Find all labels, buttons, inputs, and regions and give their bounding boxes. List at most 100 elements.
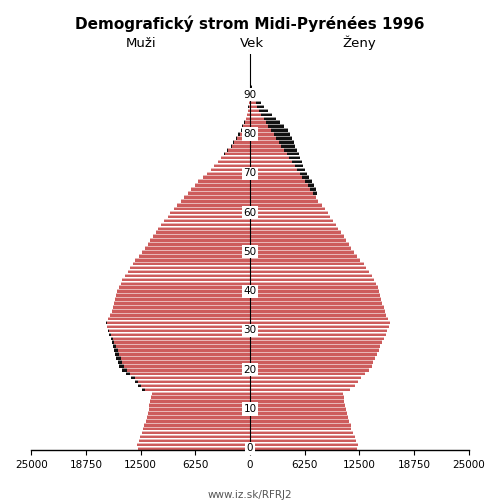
Bar [139,438,250,442]
Bar [192,187,250,191]
Bar [250,305,384,308]
Bar [250,148,284,152]
Bar [250,160,292,164]
Bar [250,104,264,108]
Bar [126,372,250,376]
Bar [250,89,252,92]
Text: www.iz.sk/RFRJ2: www.iz.sk/RFRJ2 [208,490,292,500]
Bar [114,348,250,352]
Bar [152,392,250,395]
Bar [116,344,250,348]
Bar [250,176,302,179]
Bar [250,348,378,352]
Bar [250,85,252,88]
Bar [250,297,381,301]
Bar [250,336,384,340]
Bar [236,136,250,140]
Bar [112,309,250,312]
Bar [250,218,333,222]
Bar [230,144,250,148]
Bar [146,419,250,422]
Bar [250,116,276,120]
Bar [250,187,310,191]
Bar [250,376,361,380]
Bar [250,438,356,442]
Bar [250,140,279,143]
Bar [138,446,250,450]
Bar [249,97,250,100]
Bar [250,152,298,156]
Bar [244,120,250,124]
Bar [250,168,305,171]
Bar [242,124,250,128]
Bar [130,376,250,380]
Bar [250,415,348,418]
Bar [250,108,268,112]
Bar [250,184,308,187]
Bar [242,128,250,132]
Bar [140,434,250,438]
Bar [250,164,304,168]
Text: 60: 60 [244,208,256,218]
Bar [250,258,360,262]
Bar [250,195,316,198]
Bar [118,360,250,364]
Bar [250,144,282,148]
Text: 30: 30 [244,326,256,336]
Bar [237,136,250,140]
Bar [164,218,250,222]
Bar [250,230,341,234]
Bar [115,352,250,356]
Bar [250,274,372,278]
Bar [119,352,250,356]
Bar [246,112,250,116]
Bar [250,156,300,160]
Bar [110,313,250,316]
Bar [250,187,316,191]
Bar [250,427,352,430]
Bar [106,321,250,324]
Bar [250,328,388,332]
Bar [210,168,250,171]
Bar [106,324,250,328]
Bar [250,442,358,446]
Bar [224,152,250,156]
Bar [250,222,336,226]
Bar [108,328,250,332]
Bar [250,344,380,348]
Bar [184,195,250,198]
Bar [249,101,250,104]
Bar [168,214,250,218]
Bar [250,317,388,320]
Bar [250,262,364,266]
Bar [188,191,250,195]
Bar [114,340,250,344]
Bar [250,380,358,384]
Bar [248,104,250,108]
Bar [250,364,372,368]
Bar [122,360,250,364]
Bar [250,238,346,242]
Bar [250,176,310,179]
Bar [250,148,297,152]
Bar [250,278,374,281]
Bar [118,348,250,352]
Bar [250,392,342,395]
Title: Demografický strom Midi-Pyrénées 1996: Demografický strom Midi-Pyrénées 1996 [76,15,425,32]
Bar [116,297,250,301]
Bar [174,207,250,210]
Bar [250,136,292,140]
Bar [218,160,250,164]
Bar [250,93,256,96]
Bar [120,356,250,360]
Bar [139,254,250,258]
Bar [109,332,250,336]
Bar [250,301,382,305]
Bar [250,132,274,136]
Bar [250,388,350,391]
Bar [250,250,354,254]
Bar [250,372,366,376]
Bar [114,301,250,305]
Bar [111,332,250,336]
Bar [250,97,254,100]
